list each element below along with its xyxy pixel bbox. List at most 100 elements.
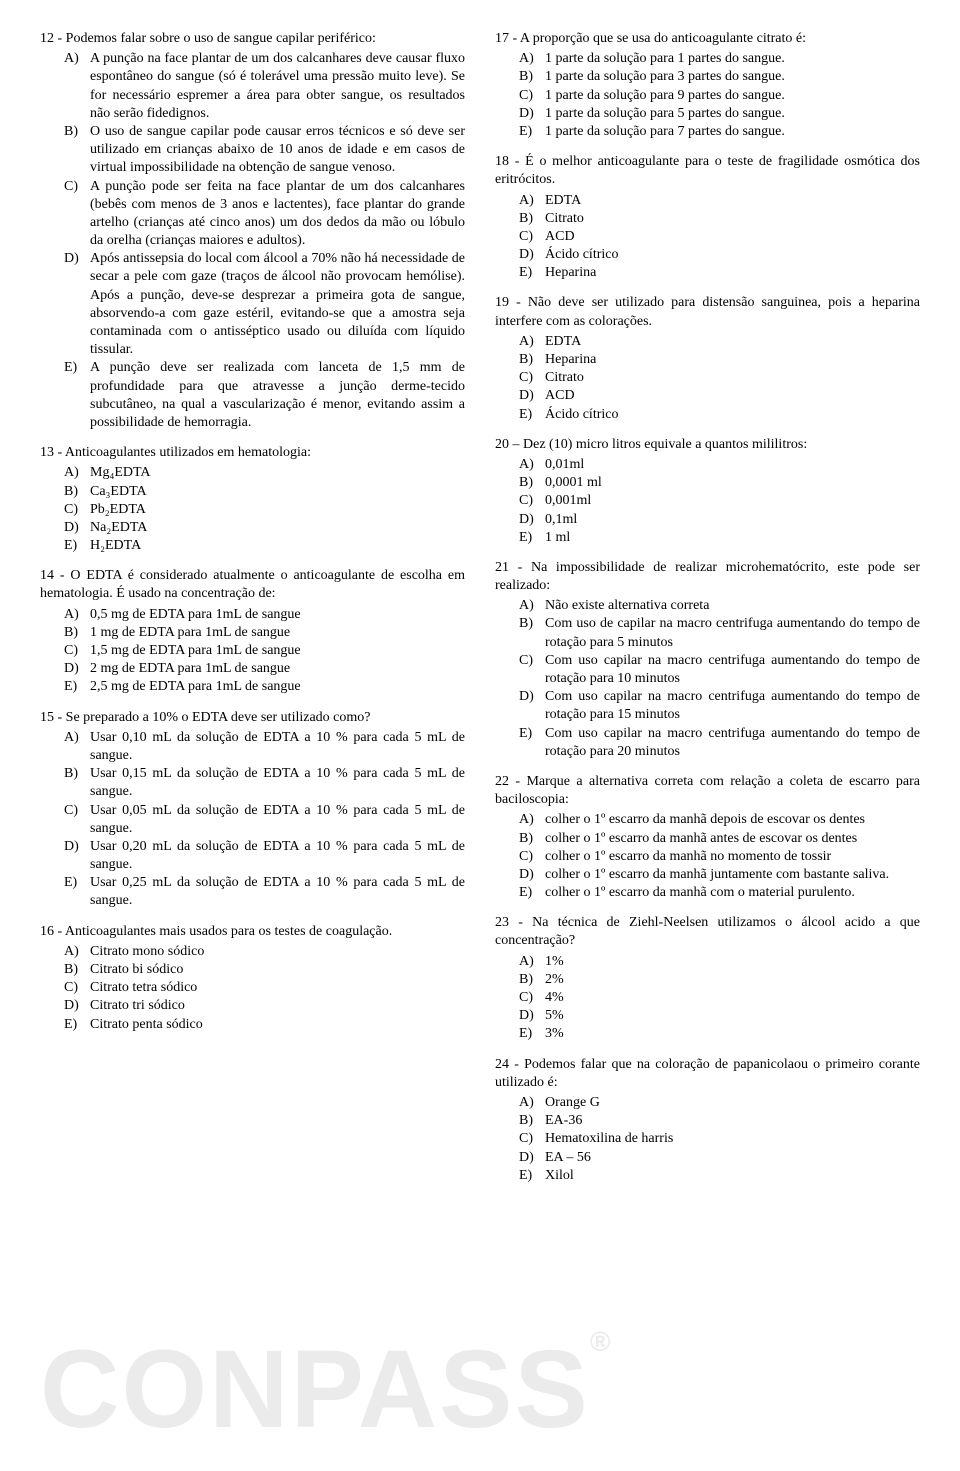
question-20-option-e: E)1 ml — [519, 529, 920, 547]
option-text: Na₂EDTA — [90, 519, 465, 537]
option-letter: A) — [519, 597, 545, 615]
question-14-option-a: A)0,5 mg de EDTA para 1mL de sangue — [64, 606, 465, 624]
option-letter: B) — [519, 351, 545, 369]
option-text: A punção pode ser feita na face plantar … — [90, 178, 465, 251]
question-24-option-d: D)EA – 56 — [519, 1149, 920, 1167]
option-text: 1 mg de EDTA para 1mL de sangue — [90, 624, 465, 642]
option-text: Com uso capilar na macro centrifuga aume… — [545, 688, 920, 724]
question-13-option-a: A)Mg₄EDTA — [64, 464, 465, 482]
option-letter: C) — [519, 492, 545, 510]
option-text: Citrato bi sódico — [90, 961, 465, 979]
option-text: colher o 1º escarro da manhã antes de es… — [545, 830, 920, 848]
option-letter: A) — [64, 943, 90, 961]
option-text: 1 parte da solução para 3 partes do sang… — [545, 68, 920, 86]
option-text: Usar 0,05 mL da solução de EDTA a 10 % p… — [90, 802, 465, 838]
option-letter: C) — [519, 652, 545, 670]
question-17-option-d: D)1 parte da solução para 5 partes do sa… — [519, 105, 920, 123]
question-17: 17 - A proporção que se usa do anticoagu… — [495, 30, 920, 141]
option-text: Com uso de capilar na macro centrifuga a… — [545, 615, 920, 651]
option-text: 1 parte da solução para 7 partes do sang… — [545, 123, 920, 141]
question-12-option-e: E)A punção deve ser realizada com lancet… — [64, 359, 465, 432]
option-text: 2 mg de EDTA para 1mL de sangue — [90, 660, 465, 678]
option-text: 1% — [545, 953, 920, 971]
question-13-option-d: D)Na₂EDTA — [64, 519, 465, 537]
question-19-text: 19 - Não deve ser utilizado para distens… — [495, 294, 920, 330]
question-18-option-b: B)Citrato — [519, 210, 920, 228]
question-23-option-d: D)5% — [519, 1007, 920, 1025]
option-text: colher o 1º escarro da manhã no momento … — [545, 848, 920, 866]
question-24-option-a: A)Orange G — [519, 1094, 920, 1112]
option-letter: C) — [64, 642, 90, 660]
option-letter: D) — [64, 250, 90, 268]
question-15-option-b: B)Usar 0,15 mL da solução de EDTA a 10 %… — [64, 765, 465, 801]
option-letter: E) — [519, 725, 545, 743]
question-22-option-e: E)colher o 1º escarro da manhã com o mat… — [519, 884, 920, 902]
question-22-option-c: C)colher o 1º escarro da manhã no moment… — [519, 848, 920, 866]
option-text: 2,5 mg de EDTA para 1mL de sangue — [90, 678, 465, 696]
option-letter: B) — [519, 615, 545, 633]
option-letter: E) — [64, 678, 90, 696]
option-text: 5% — [545, 1007, 920, 1025]
option-text: colher o 1º escarro da manhã com o mater… — [545, 884, 920, 902]
question-15-option-a: A)Usar 0,10 mL da solução de EDTA a 10 %… — [64, 729, 465, 765]
option-letter: D) — [519, 688, 545, 706]
question-16-option-d: D)Citrato tri sódico — [64, 997, 465, 1015]
option-text: EDTA — [545, 192, 920, 210]
option-letter: A) — [64, 464, 90, 482]
question-18-text: 18 - É o melhor anticoagulante para o te… — [495, 153, 920, 189]
option-text: Citrato mono sódico — [90, 943, 465, 961]
question-12-option-c: C)A punção pode ser feita na face planta… — [64, 178, 465, 251]
option-text: Após antissepsia do local com álcool a 7… — [90, 250, 465, 359]
question-15: 15 - Se preparado a 10% o EDTA deve ser … — [40, 709, 465, 911]
option-letter: A) — [64, 729, 90, 747]
option-letter: E) — [64, 874, 90, 892]
option-letter: D) — [519, 105, 545, 123]
option-letter: D) — [64, 660, 90, 678]
question-21-option-e: E)Com uso capilar na macro centrifuga au… — [519, 725, 920, 761]
option-text: 1 parte da solução para 9 partes do sang… — [545, 87, 920, 105]
option-text: Pb₂EDTA — [90, 501, 465, 519]
option-text: Ca₃EDTA — [90, 483, 465, 501]
option-text: EA-36 — [545, 1112, 920, 1130]
question-18-option-a: A)EDTA — [519, 192, 920, 210]
question-17-option-c: C)1 parte da solução para 9 partes do sa… — [519, 87, 920, 105]
option-letter: E) — [519, 264, 545, 282]
question-23-option-a: A)1% — [519, 953, 920, 971]
option-letter: E) — [519, 1025, 545, 1043]
question-22-option-d: D)colher o 1º escarro da manhã juntament… — [519, 866, 920, 884]
option-text: Não existe alternativa correta — [545, 597, 920, 615]
option-text: 1 parte da solução para 1 partes do sang… — [545, 50, 920, 68]
option-letter: A) — [519, 50, 545, 68]
option-text: 1 parte da solução para 5 partes do sang… — [545, 105, 920, 123]
watermark-text: CONPASS — [40, 1328, 590, 1451]
question-21: 21 - Na impossibilidade de realizar micr… — [495, 559, 920, 761]
question-19-option-e: E)Ácido cítrico — [519, 406, 920, 424]
question-22: 22 - Marque a alternativa correta com re… — [495, 773, 920, 902]
question-16-option-a: A)Citrato mono sódico — [64, 943, 465, 961]
question-17-option-e: E)1 parte da solução para 7 partes do sa… — [519, 123, 920, 141]
option-letter: C) — [519, 228, 545, 246]
question-15-text: 15 - Se preparado a 10% o EDTA deve ser … — [40, 709, 465, 727]
option-text: 3% — [545, 1025, 920, 1043]
option-letter: D) — [64, 997, 90, 1015]
question-18-option-d: D)Ácido cítrico — [519, 246, 920, 264]
question-21-option-b: B)Com uso de capilar na macro centrifuga… — [519, 615, 920, 651]
option-letter: C) — [64, 501, 90, 519]
option-letter: E) — [519, 884, 545, 902]
question-13: 13 - Anticoagulantes utilizados em hemat… — [40, 444, 465, 555]
option-text: Ácido cítrico — [545, 406, 920, 424]
option-letter: A) — [519, 1094, 545, 1112]
left-column: 12 - Podemos falar sobre o uso de sangue… — [40, 30, 465, 1197]
option-letter: E) — [64, 359, 90, 377]
option-letter: A) — [519, 192, 545, 210]
question-14-option-d: D)2 mg de EDTA para 1mL de sangue — [64, 660, 465, 678]
option-text: 0,0001 ml — [545, 474, 920, 492]
option-text: Ácido cítrico — [545, 246, 920, 264]
option-text: Citrato tri sódico — [90, 997, 465, 1015]
option-letter: B) — [64, 765, 90, 783]
option-letter: C) — [64, 979, 90, 997]
question-16-option-c: C)Citrato tetra sódico — [64, 979, 465, 997]
question-23-option-b: B)2% — [519, 971, 920, 989]
question-14-text: 14 - O EDTA é considerado atualmente o a… — [40, 567, 465, 603]
question-13-text: 13 - Anticoagulantes utilizados em hemat… — [40, 444, 465, 462]
